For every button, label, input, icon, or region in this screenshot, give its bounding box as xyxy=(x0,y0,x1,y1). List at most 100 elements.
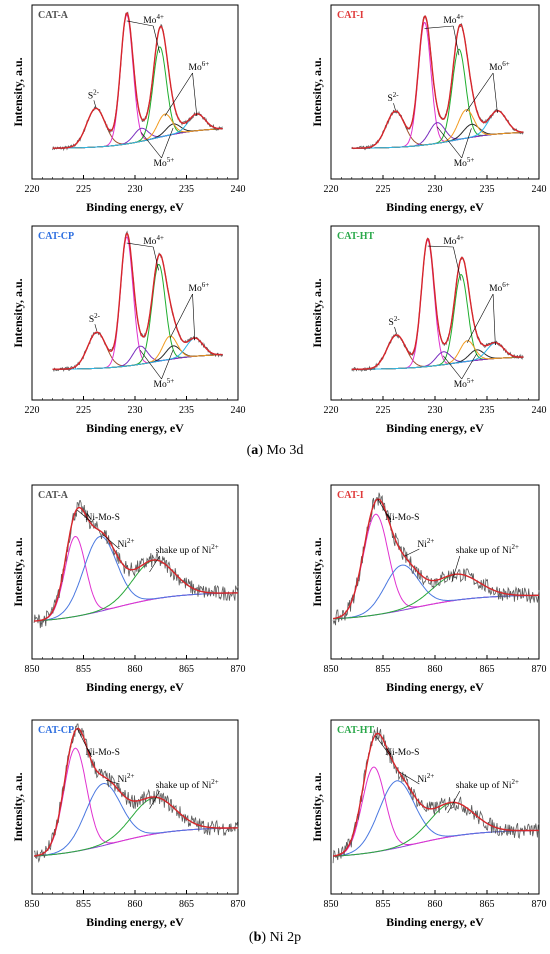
y-axis-label: Intensity, a.u. xyxy=(310,772,324,841)
y-axis-label: Intensity, a.u. xyxy=(11,278,25,347)
sample-label: CAT-I xyxy=(337,490,364,501)
sample-label: CAT-HT xyxy=(337,231,375,242)
chart-panel-cat-a-ni2p: 850 855 860 865 870 Binding energy, eV Intensi… xyxy=(11,484,246,694)
annotation-s2: S2- xyxy=(387,91,399,104)
leader-line xyxy=(192,293,196,341)
x-tick-label: 865 xyxy=(179,899,194,910)
leader-line xyxy=(140,132,162,159)
annotation-mo5: Mo5+ xyxy=(154,377,175,390)
x-tick-label: 850 xyxy=(25,899,40,910)
annotation-mo4: Mo4+ xyxy=(443,13,464,26)
x-tick-label: 220 xyxy=(25,184,40,195)
x-tick-label: 860 xyxy=(128,899,143,910)
component-mo4- xyxy=(351,21,524,149)
fitted-envelope xyxy=(351,237,524,370)
fitted-envelope xyxy=(333,732,539,857)
fitted-envelope xyxy=(34,506,239,622)
background-line xyxy=(34,592,238,622)
x-axis-label: Binding energy, eV xyxy=(86,680,184,694)
sample-label: CAT-CP xyxy=(38,231,74,242)
annotation-mo4: Mo4+ xyxy=(443,234,464,247)
annotation-mo6: Mo6+ xyxy=(189,281,210,294)
x-tick-label: 220 xyxy=(324,405,339,416)
annotation-ni2: Ni2+ xyxy=(117,772,134,785)
leader-line xyxy=(164,72,193,117)
sample-label: CAT-A xyxy=(38,10,69,21)
x-tick-label: 855 xyxy=(76,664,91,675)
component-mo5- xyxy=(52,345,223,370)
leader-line xyxy=(424,25,454,29)
raw-spectrum xyxy=(52,230,223,373)
x-tick-label: 240 xyxy=(532,184,547,195)
x-tick-label: 240 xyxy=(532,405,547,416)
x-tick-label: 850 xyxy=(324,664,339,675)
background-line xyxy=(351,356,524,370)
x-tick-label: 225 xyxy=(76,184,91,195)
y-axis-label: Intensity, a.u. xyxy=(11,57,25,126)
chart-panel-cat-i-mo3d: 220 225 230 235 240 Binding energy, eV Intensi… xyxy=(310,4,547,214)
annotation-s2: S2- xyxy=(88,88,100,101)
fitted-envelope xyxy=(333,498,539,620)
component-mo5- xyxy=(351,349,524,370)
annotation-ni-mo-s: Ni-Mo-S xyxy=(385,513,419,523)
annotation-shake-up: shake up of Ni2+ xyxy=(156,778,219,791)
x-tick-label: 850 xyxy=(324,899,339,910)
sample-label: CAT-I xyxy=(337,10,364,21)
leader-line xyxy=(465,72,494,112)
component-ni2- xyxy=(34,783,238,857)
x-axis-label: Binding energy, eV xyxy=(86,915,184,929)
leader-line xyxy=(93,100,97,108)
leader-line xyxy=(461,353,477,380)
annotation-mo5: Mo5+ xyxy=(154,156,175,169)
component-mo5- xyxy=(52,123,223,149)
x-tick-label: 230 xyxy=(128,405,143,416)
annotation-mo4: Mo4+ xyxy=(143,234,164,247)
leader-line xyxy=(126,20,154,27)
component-mo5- xyxy=(351,122,524,149)
leader-line xyxy=(377,498,392,523)
leader-line xyxy=(453,246,462,281)
leader-line xyxy=(399,771,420,785)
annotation-ni2: Ni2+ xyxy=(117,537,134,550)
background-line xyxy=(333,594,540,620)
caption-b: (b) Ni 2p xyxy=(248,930,302,945)
leader-line xyxy=(192,72,198,116)
leader-line xyxy=(149,555,160,573)
annotation-ni-mo-s: Ni-Mo-S xyxy=(86,748,120,758)
annotation-mo6: Mo6+ xyxy=(489,60,510,73)
leader-line xyxy=(169,293,193,339)
annotation-ni2: Ni2+ xyxy=(417,772,434,785)
leader-line xyxy=(436,126,462,159)
leader-line xyxy=(149,790,160,809)
annotation-ni-mo-s: Ni-Mo-S xyxy=(86,513,120,523)
x-tick-label: 230 xyxy=(428,184,443,195)
chart-panel-cat-cp-ni2p: 850 855 860 865 870 Binding energy, eV Intensi… xyxy=(11,719,246,929)
annotation-shake-up: shake up of Ni2+ xyxy=(456,778,519,791)
raw-spectrum xyxy=(33,500,239,629)
chart-panel-cat-a-mo3d: 220 225 230 235 240 Binding energy, eV Intensi… xyxy=(11,4,246,214)
plot-frame xyxy=(330,225,540,401)
leader-line xyxy=(77,509,92,523)
x-tick-label: 235 xyxy=(179,405,194,416)
leader-line xyxy=(94,324,98,332)
y-axis-label: Intensity, a.u. xyxy=(11,537,25,606)
leader-line xyxy=(161,127,174,159)
x-tick-label: 220 xyxy=(324,184,339,195)
leader-line xyxy=(427,245,454,248)
chart-panel-cat-ht-mo3d: 220 225 230 235 240 Binding energy, eV Intensi… xyxy=(310,225,547,435)
x-tick-label: 235 xyxy=(480,405,495,416)
x-tick-label: 865 xyxy=(480,899,495,910)
leader-line xyxy=(461,128,472,159)
sample-label: CAT-HT xyxy=(337,725,375,736)
leader-line xyxy=(105,779,120,785)
x-tick-label: 855 xyxy=(376,899,391,910)
leader-line xyxy=(447,790,461,814)
leader-line xyxy=(375,735,392,758)
annotation-s2: S2- xyxy=(89,312,101,325)
x-tick-label: 230 xyxy=(428,405,443,416)
component-mo5- xyxy=(52,345,223,370)
y-axis-label: Intensity, a.u. xyxy=(310,278,324,347)
fitted-envelope xyxy=(34,727,239,857)
plot-frame xyxy=(330,484,540,660)
